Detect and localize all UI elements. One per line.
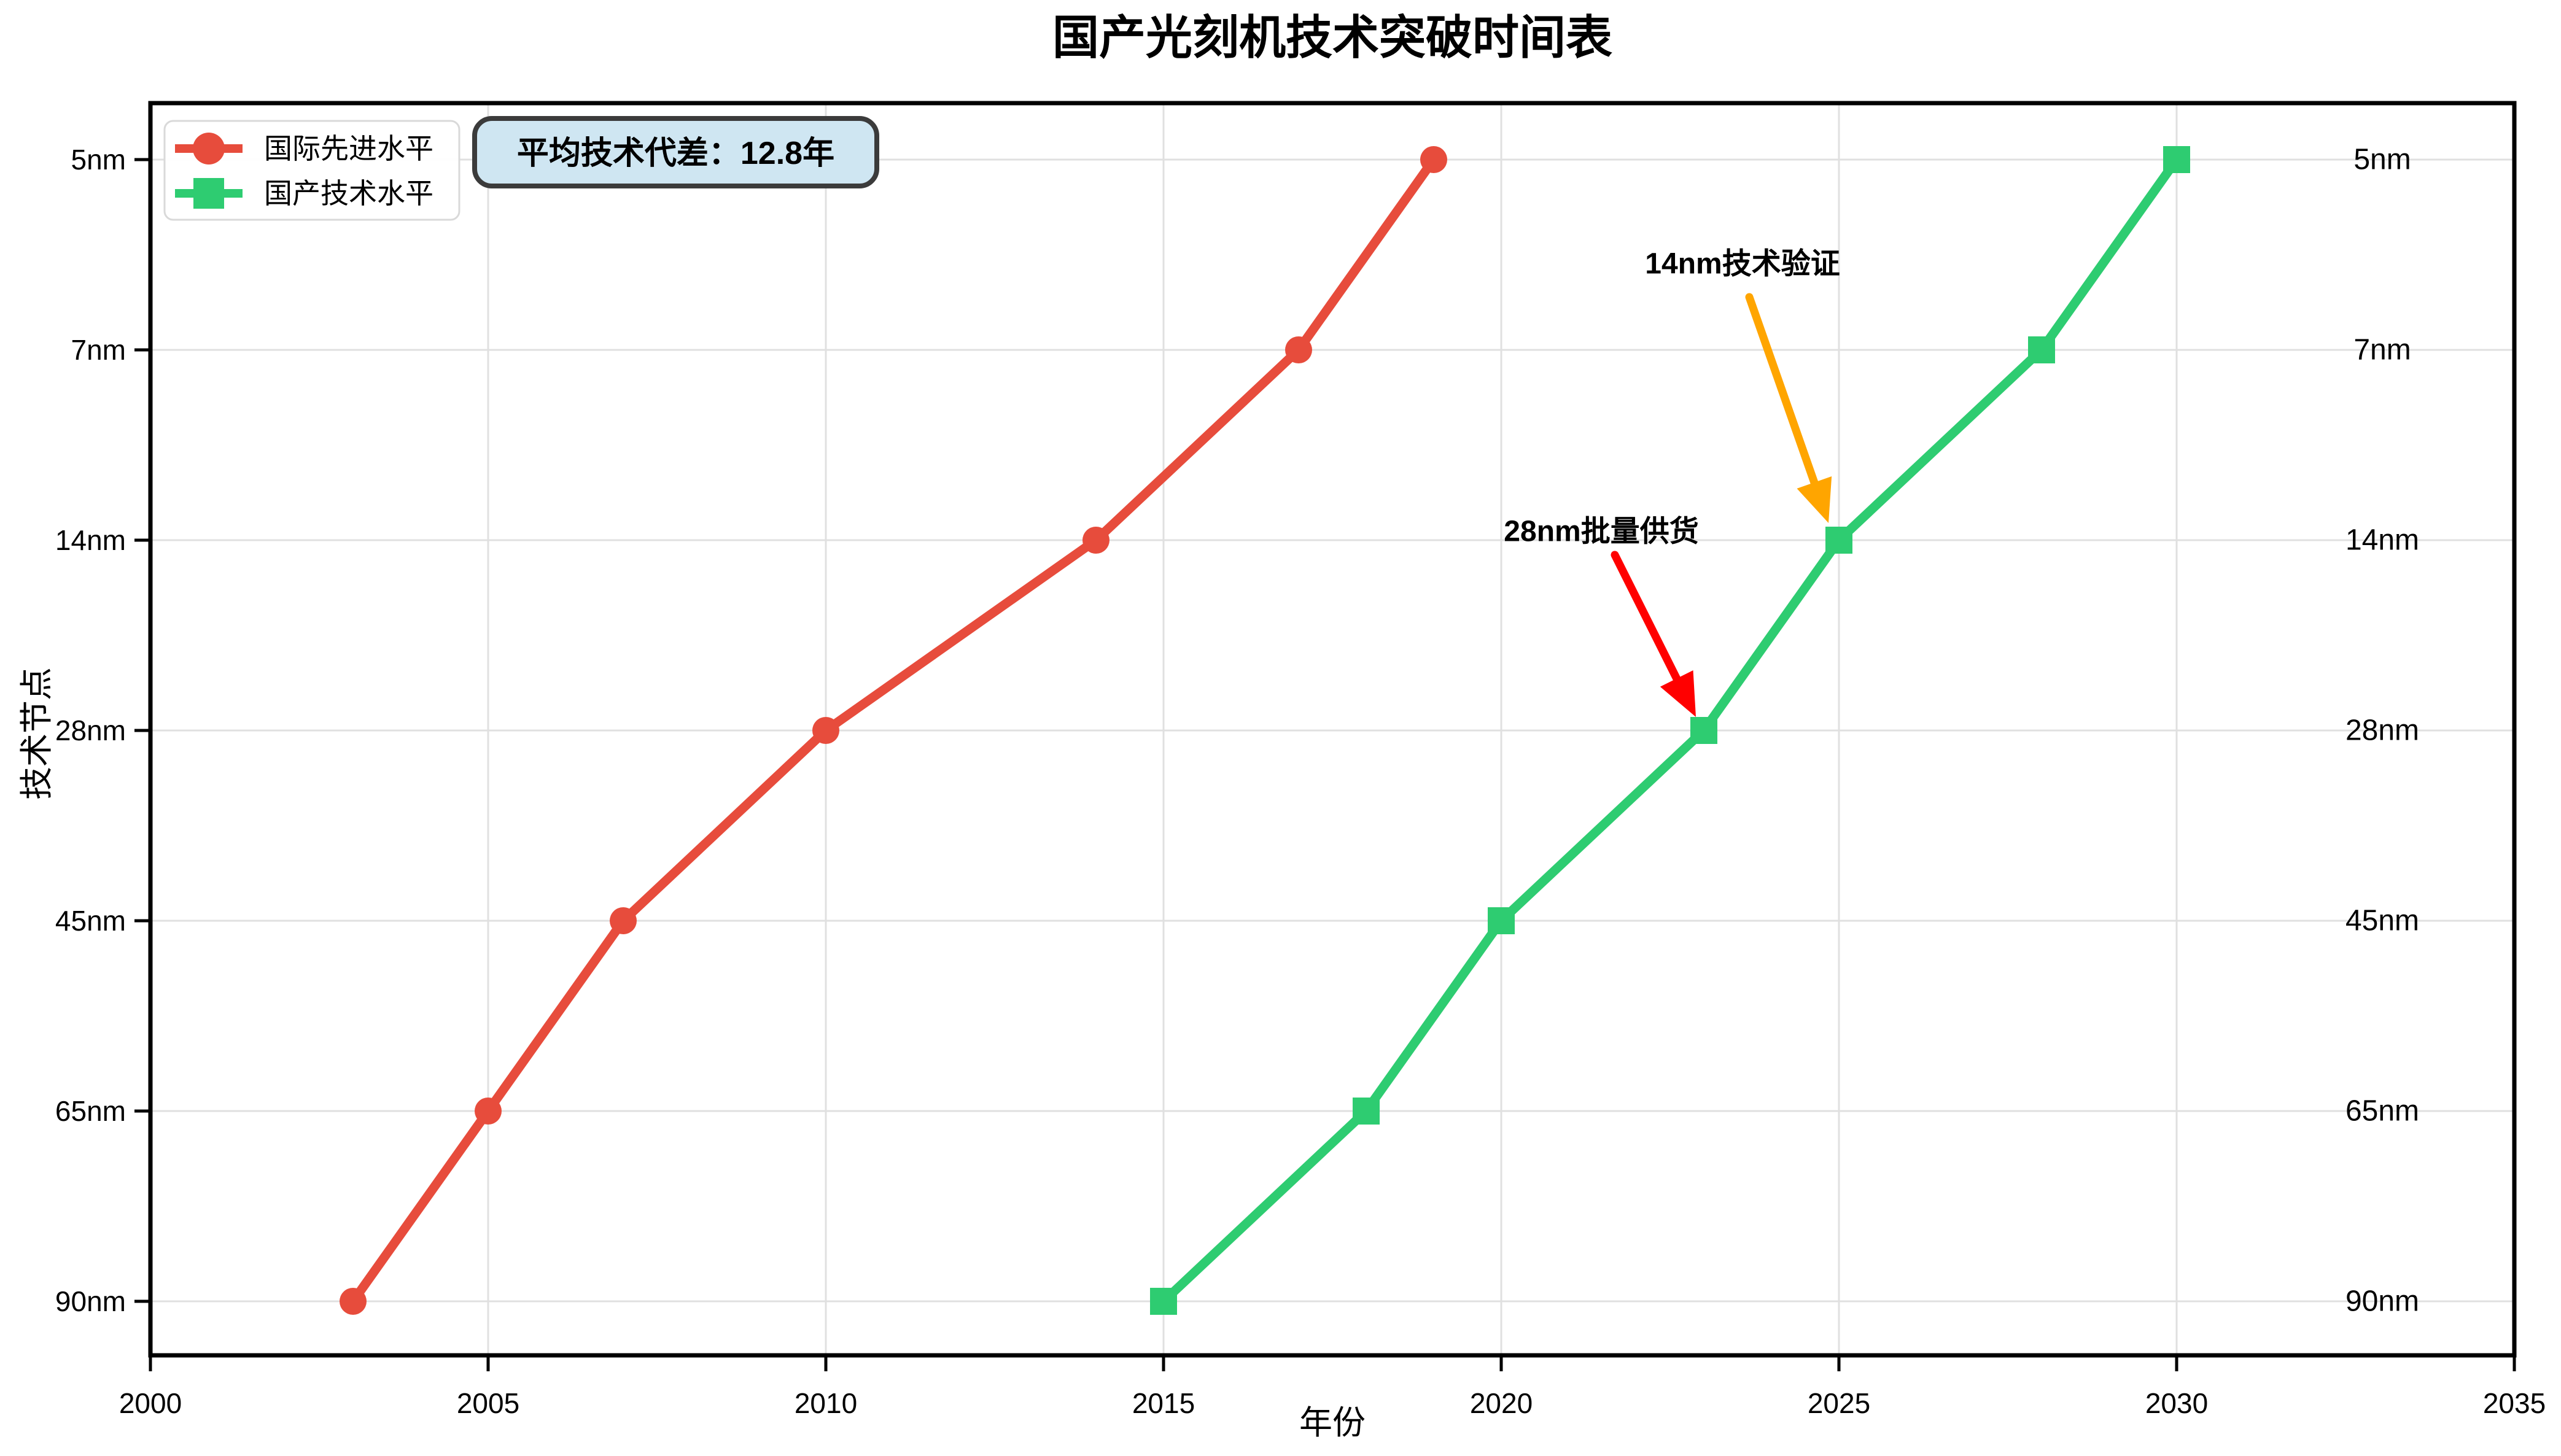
x-tick-label: 2005: [457, 1387, 519, 1419]
data-point-square: [1825, 527, 1852, 554]
chart-title: 国产光刻机技术突破时间表: [1052, 12, 1612, 64]
data-point-circle: [475, 1098, 502, 1125]
annotation-label-0: 14nm技术验证: [1645, 248, 1840, 281]
data-point-square: [2163, 146, 2190, 173]
data-point-circle: [1285, 336, 1312, 363]
legend-circle-marker: [193, 133, 225, 165]
y-tick-label-left: 45nm: [55, 905, 126, 937]
annotation-arrow-line: [1611, 551, 1685, 691]
legend-label-0: 国际先进水平: [264, 133, 433, 165]
data-point-square: [1150, 1288, 1177, 1315]
data-point-circle: [1082, 527, 1110, 554]
annotation-arrow-line: [1745, 293, 1821, 495]
x-tick-label: 2030: [2145, 1387, 2208, 1419]
y-tick-label-right: 5nm: [2353, 144, 2411, 176]
legend-label-1: 国产技术水平: [264, 177, 433, 209]
data-point-square: [1690, 717, 1717, 744]
x-tick-label: 2020: [1470, 1387, 1533, 1419]
y-tick-label-right: 14nm: [2345, 524, 2419, 557]
y-tick-label-left: 7nm: [71, 334, 126, 366]
y-tick-label-left: 5nm: [71, 144, 126, 176]
y-tick-label-right: 7nm: [2353, 334, 2411, 366]
info-box: [472, 116, 879, 188]
annotation-arrowhead: [1660, 670, 1696, 717]
data-point-circle: [1420, 146, 1447, 173]
y-tick-label-left: 65nm: [55, 1095, 126, 1127]
x-tick-label: 2015: [1132, 1387, 1195, 1419]
data-point-square: [2028, 336, 2055, 363]
annotation-label-1: 28nm批量供货: [1504, 516, 1698, 548]
x-tick-label: 2010: [795, 1387, 857, 1419]
x-tick-label: 2025: [1808, 1387, 1870, 1419]
y-tick-label-right: 90nm: [2345, 1285, 2419, 1318]
y-axis-label: 技术节点: [18, 667, 55, 800]
data-point-circle: [340, 1288, 367, 1315]
y-tick-label-left: 90nm: [55, 1285, 126, 1317]
data-point-circle: [812, 717, 839, 744]
x-tick-label: 2000: [119, 1387, 182, 1419]
info-box-text: 平均技术代差：12.8年: [517, 136, 834, 171]
y-tick-label-right: 45nm: [2345, 905, 2419, 937]
data-point-square: [1353, 1098, 1380, 1125]
y-tick-label-right: 65nm: [2345, 1095, 2419, 1128]
data-point-square: [1488, 907, 1515, 934]
data-point-circle: [610, 907, 637, 934]
x-tick-label: 2035: [2483, 1387, 2546, 1419]
legend-square-marker: [193, 178, 224, 209]
x-axis-label: 年份: [1299, 1404, 1366, 1441]
y-tick-label-left: 14nm: [55, 524, 126, 556]
y-tick-label-left: 28nm: [55, 714, 126, 746]
annotation-arrowhead: [1797, 476, 1832, 523]
y-tick-label-right: 28nm: [2345, 714, 2419, 747]
